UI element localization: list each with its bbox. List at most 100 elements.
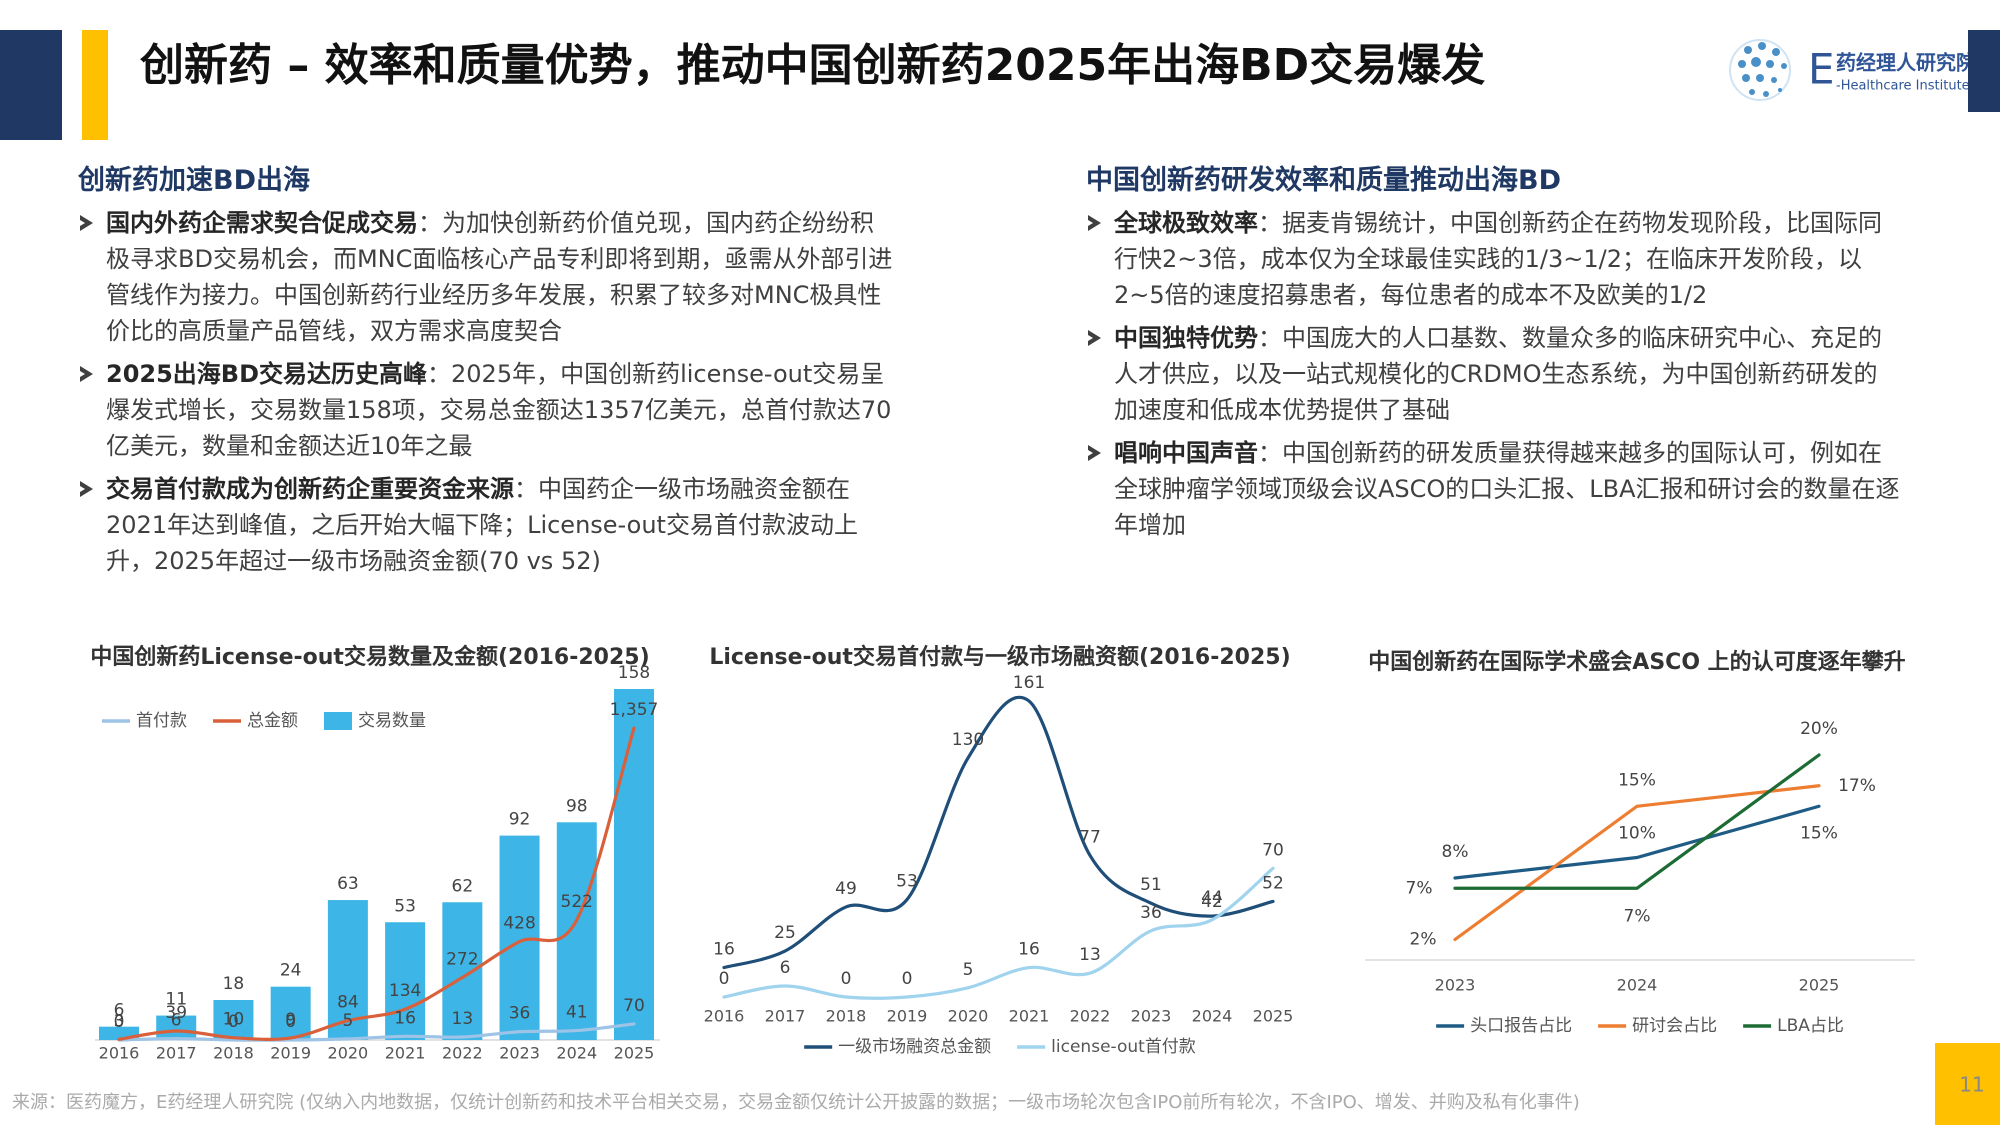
x-tick-label: 2025 [1799,976,1840,995]
data-label: 92 [509,810,531,830]
bar [385,922,426,1040]
data-label: 15% [1800,823,1838,843]
x-tick-label: 2016 [99,1044,140,1063]
logo-name: 药经理人研究院 [1836,51,1976,75]
section-heading: 中国创新药研发效率和质量推动出海BD [1086,165,1561,196]
bullet-lead: 唱响中国声音 [1114,439,1258,467]
bullet: 2025出海BD交易达历史高峰：2025年，中国创新药license-out交易… [78,356,893,464]
data-label: 16 [713,940,735,960]
bullet-list: 国内外药企需求契合促成交易：为加快创新药价值兑现，国内药企纷纷积极寻求BD交易机… [78,205,893,586]
x-tick-label: 2017 [156,1044,197,1063]
data-label: 0 [902,969,913,989]
data-label: 7% [1624,906,1651,926]
data-label: 15% [1618,770,1656,790]
data-label: 17% [1838,776,1876,796]
bullet-text: ：为加快创新药价值兑现，国内药企纷纷积极寻求BD交易机会，而MNC面临核心产品专… [106,209,893,345]
x-tick-label: 2025 [1253,1007,1294,1026]
data-label: 52 [1262,873,1284,893]
data-label: 51 [1140,875,1162,895]
data-label: 11 [165,990,187,1010]
data-label: 49 [835,879,857,899]
data-label: 0 [228,1012,239,1032]
bullet-list: 全球极致效率：据麦肯锡统计，中国创新药企在药物发现阶段，比国际同行快2~3倍，成… [1086,205,1901,550]
bar [156,1015,197,1040]
legend: 首付款 总金额 交易数量 [102,711,426,731]
x-tick-label: 2024 [556,1044,597,1063]
bullet-marker [80,215,93,231]
data-label: 98 [566,796,588,816]
header-block-right [1968,30,2000,112]
x-tick-label: 2020 [328,1044,369,1063]
data-label: 7% [1406,878,1433,898]
footer-source: 来源：医药魔方，E药经理人研究院 (仅纳入内地数据，仅统计创新药和技术平台相关交… [12,1092,1580,1113]
data-label: 130 [952,730,984,750]
data-label: 39 [165,1003,187,1023]
line [117,1022,636,1042]
section-heading: 创新药加速BD出海 [78,165,310,196]
bullet: 唱响中国声音：中国创新药的研发质量获得越来越多的国际认可，例如在全球肿瘤学领域顶… [1086,435,1901,543]
x-tick-label: 2016 [704,1007,745,1026]
line [1453,804,1821,880]
data-label: 63 [337,874,359,894]
bullet-text: ：中国药企一级市场融资金额在2021年达到峰值，之后开始大幅下降；License… [106,475,858,575]
data-label: 5 [963,960,974,980]
data-label: 25 [774,923,796,943]
legend-label: license-out首付款 [1051,1037,1196,1057]
bullet-marker [1088,215,1101,231]
bullet-lead: 全球极致效率 [1114,209,1258,237]
x-tick-label: 2021 [1009,1007,1050,1026]
bullet: 全球极致效率：据麦肯锡统计，中国创新药企在药物发现阶段，比国际同行快2~3倍，成… [1086,205,1901,313]
x-tick-label: 2024 [1617,976,1658,995]
logo-subtitle: -Healthcare Institute [1836,79,1970,94]
data-label: 10 [223,1010,245,1030]
data-label: 6 [114,1001,125,1021]
data-label: 0 [841,969,852,989]
bullet-text: ：2025年，中国创新药license-out交易呈爆发式增长，交易数量158项… [106,360,892,460]
bullet-lead: 2025出海BD交易达历史高峰 [106,360,428,388]
x-tick-label: 2020 [948,1007,989,1026]
line [117,726,636,1042]
data-label: 134 [389,981,421,1001]
chart-title: 中国创新药License-out交易数量及金额(2016-2025) [90,644,649,670]
line [1453,753,1821,890]
data-label: 36 [1140,903,1162,923]
legend-label: LBA占比 [1777,1016,1844,1036]
legend-label: 一级市场融资总金额 [838,1037,991,1057]
data-label: 158 [618,663,650,683]
data-label: 20% [1800,719,1838,739]
logo-icon [1729,39,1791,101]
x-tick-label: 2017 [765,1007,806,1026]
line [1453,784,1821,942]
line [722,695,1275,970]
data-label: 6 [171,1011,182,1031]
data-label: 24 [280,961,302,981]
bar [270,986,311,1040]
legend: 一级市场融资总金额 license-out首付款 [804,1037,1196,1057]
legend-label: 头口报告占比 [1470,1016,1572,1036]
data-label: 16 [1018,940,1040,960]
legend: 头口报告占比 研讨会占比 LBA占比 [1436,1016,1844,1036]
bar [442,902,483,1040]
data-label: 0 [114,1012,125,1032]
bullet: 国内外药企需求契合促成交易：为加快创新药价值兑现，国内药企纷纷积极寻求BD交易机… [78,205,893,349]
data-label: 13 [1079,945,1101,965]
line [722,866,1275,1000]
legend-label: 首付款 [136,711,187,731]
x-tick-label: 2022 [1070,1007,1111,1026]
data-label: 10% [1618,824,1656,844]
x-tick-label: 2019 [270,1044,311,1063]
data-label: 36 [509,1004,531,1024]
bullet-marker [1088,445,1101,461]
header-accent [82,30,108,140]
x-tick-label: 2019 [887,1007,928,1026]
data-label: 16 [394,1008,416,1028]
bullet: 中国独特优势：中国庞大的人口基数、数量众多的临床研究中心、充足的人才供应，以及一… [1086,320,1901,428]
bullet-text: ：据麦肯锡统计，中国创新药企在药物发现阶段，比国际同行快2~3倍，成本仅为全球最… [1114,209,1882,309]
x-tick-label: 2018 [826,1007,867,1026]
data-label: 70 [1262,840,1284,860]
data-label: 77 [1079,827,1101,847]
bullet-marker [1088,330,1101,346]
data-label: 0 [719,969,730,989]
header-block [0,30,62,140]
data-label: 41 [566,1003,588,1023]
